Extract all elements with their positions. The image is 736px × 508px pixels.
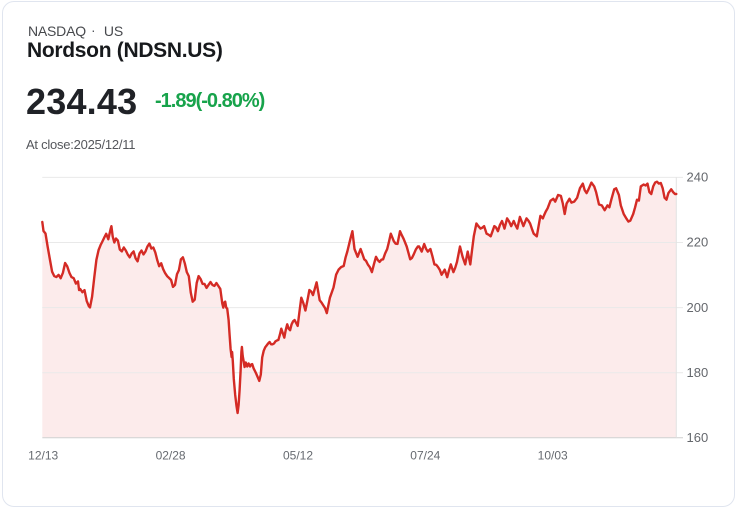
svg-text:07/24: 07/24 <box>410 448 440 462</box>
svg-text:12/13: 12/13 <box>28 448 58 462</box>
svg-text:02/28: 02/28 <box>156 448 186 462</box>
svg-text:160: 160 <box>687 430 709 445</box>
svg-text:05/12: 05/12 <box>283 448 313 462</box>
svg-text:240: 240 <box>687 170 709 185</box>
svg-text:220: 220 <box>687 235 709 250</box>
svg-text:10/03: 10/03 <box>538 448 568 462</box>
svg-text:180: 180 <box>687 365 709 380</box>
svg-text:200: 200 <box>687 300 709 315</box>
